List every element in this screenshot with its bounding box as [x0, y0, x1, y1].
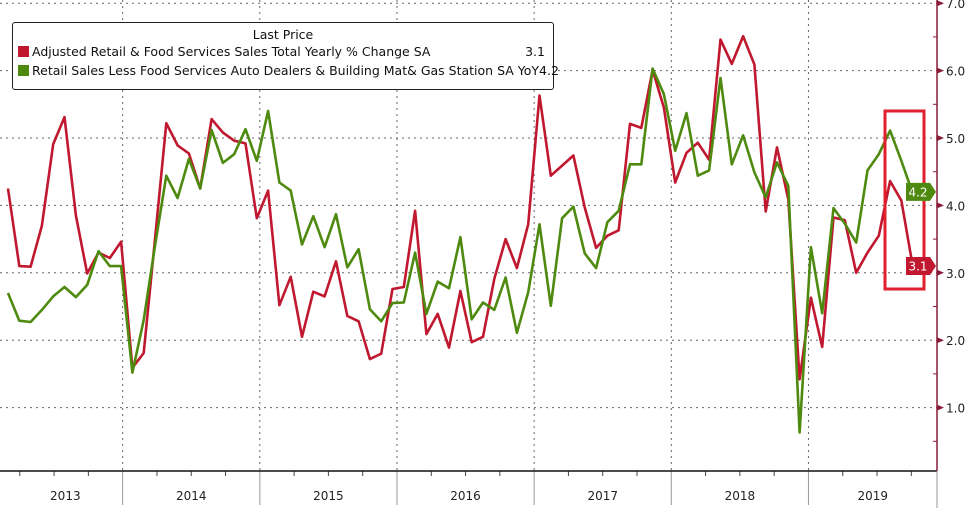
y-tick-marker: [937, 135, 944, 141]
legend: Last Price Adjusted Retail & Food Servic…: [12, 22, 559, 90]
x-tick-label: 2014: [176, 489, 207, 503]
axes: [0, 0, 944, 508]
y-tick-label: 5.0: [946, 132, 965, 146]
series-line-control-group: [6, 67, 914, 434]
last-value-label: 3.1: [908, 260, 927, 274]
legend-value: 4.2: [539, 62, 559, 78]
legend-label: Adjusted Retail & Food Services Sales To…: [32, 43, 431, 59]
y-tick-marker: [937, 0, 944, 7]
y-tick-label: 4.0: [946, 199, 965, 213]
y-tick-label: 6.0: [946, 65, 965, 79]
last-value-tag-red: [906, 257, 936, 276]
y-tick-label: 1.0: [946, 402, 965, 416]
last-value-tag-green: [906, 182, 936, 201]
legend-item-retail-food: Adjusted Retail & Food Services Sales To…: [18, 43, 545, 59]
y-tick-label: 2.0: [946, 334, 965, 348]
last-value-tags: 3.1 4.2: [906, 182, 936, 276]
x-tick-label: 2016: [450, 489, 481, 503]
legend-value: 3.1: [525, 43, 545, 59]
tick-labels: 1.0 2.0 3.0 4.0 5.0 6.0 7.0 2013 2014 2015 2016 201…: [50, 0, 965, 503]
y-tick-label: 7.0: [946, 0, 965, 11]
legend-swatch-red: [18, 45, 29, 57]
x-tick-label: 2018: [725, 489, 756, 503]
y-tick-marker: [937, 67, 944, 74]
last-value-label: 4.2: [908, 185, 927, 199]
x-tick-label: 2017: [587, 489, 618, 503]
y-tick-marker: [937, 404, 944, 411]
legend-title: Last Price: [252, 27, 314, 42]
x-tick-label: 2015: [313, 489, 344, 503]
y-tick-marker: [937, 337, 944, 344]
legend-label: Retail Sales Less Food Services Auto Dea…: [32, 62, 540, 78]
x-tick-label: 2013: [50, 489, 81, 503]
x-tick-label: 2019: [857, 489, 888, 503]
y-tick-marker: [937, 269, 944, 276]
y-tick-marker: [937, 202, 944, 209]
legend-swatch-green: [18, 64, 29, 76]
legend-item-control-group: Retail Sales Less Food Services Auto Dea…: [18, 62, 559, 78]
y-tick-label: 3.0: [946, 267, 965, 281]
series-lines: [6, 34, 926, 434]
